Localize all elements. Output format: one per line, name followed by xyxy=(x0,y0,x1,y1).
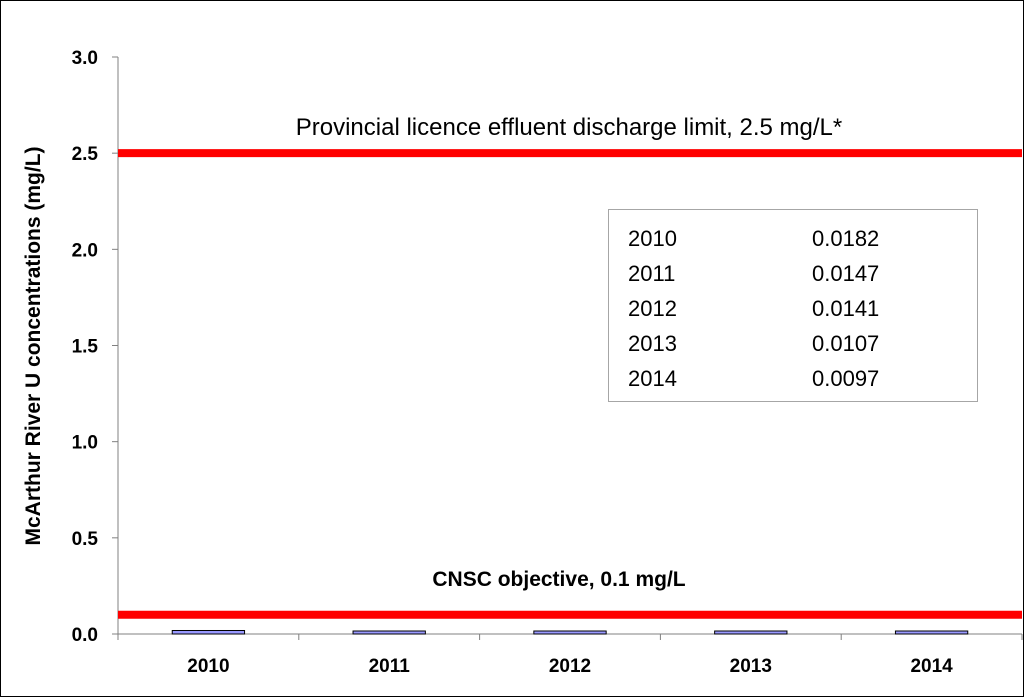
inset-row: 2013 0.0107 xyxy=(609,331,977,365)
inset-row: 2010 0.0182 xyxy=(609,226,977,260)
bar xyxy=(533,630,607,635)
values-inset-table: 2010 0.0182 2011 0.0147 2012 0.0141 2013 0.0107… xyxy=(608,209,978,402)
y-tick-label: 0.0 xyxy=(72,625,98,646)
inset-value: 0.0147 xyxy=(812,261,880,286)
inset-row: 2014 0.0097 xyxy=(609,366,977,400)
bar xyxy=(352,630,426,635)
inset-value: 0.0097 xyxy=(812,366,880,391)
y-tick-label: 3.0 xyxy=(72,48,98,69)
x-tick-label: 2011 xyxy=(369,656,411,677)
y-axis-label: McArthur River U concentrations (mg/L) xyxy=(22,146,45,545)
inset-year: 2010 xyxy=(628,226,677,251)
y-axis: 0.0 0.5 1.0 1.5 2.0 2.5 3.0 xyxy=(72,48,119,646)
x-tick-label: 2014 xyxy=(910,656,953,677)
inset-value: 0.0107 xyxy=(812,331,880,356)
inset-year: 2014 xyxy=(628,366,677,391)
inset-row: 2011 0.0147 xyxy=(609,261,977,295)
inset-row: 2012 0.0141 xyxy=(609,296,977,330)
provincial-limit-label: Provincial licence effluent discharge li… xyxy=(296,114,843,141)
x-tick-label: 2010 xyxy=(187,656,229,677)
bars xyxy=(171,629,969,635)
bar xyxy=(894,630,969,635)
bar xyxy=(171,629,246,635)
y-tick-label: 2.0 xyxy=(72,240,98,261)
inset-year: 2011 xyxy=(628,261,676,286)
reference-lines: Provincial licence effluent discharge li… xyxy=(118,114,1022,619)
x-tick-label: 2013 xyxy=(730,656,772,677)
x-tick-label: 2012 xyxy=(549,656,591,677)
inset-value: 0.0182 xyxy=(812,226,880,251)
y-tick-label: 1.0 xyxy=(72,433,98,454)
inset-value: 0.0141 xyxy=(812,296,880,321)
bar xyxy=(714,630,788,635)
y-tick-label: 0.5 xyxy=(72,529,99,550)
inset-year: 2012 xyxy=(628,296,677,321)
inset-year: 2013 xyxy=(628,331,677,356)
cnsc-objective-label: CNSC objective, 0.1 mg/L xyxy=(432,568,685,591)
y-tick-label: 2.5 xyxy=(72,144,99,165)
y-tick-label: 1.5 xyxy=(72,337,99,358)
x-axis: 2010 2011 2012 2013 2014 xyxy=(117,633,1023,677)
